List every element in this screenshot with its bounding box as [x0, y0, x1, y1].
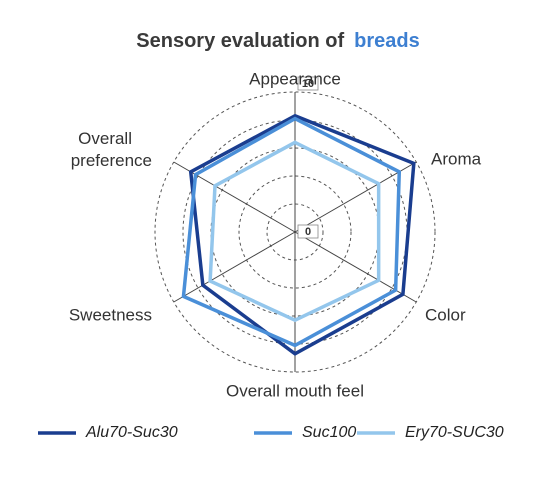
axis-label: Aroma	[431, 149, 482, 168]
series-polygon	[188, 113, 416, 356]
legend: Alu70-Suc30 Suc100 Ery70-SUC30	[38, 424, 504, 441]
chart-title: Sensory evaluation of breads	[136, 30, 419, 52]
axis-label: Appearance	[249, 69, 341, 88]
series-polygon	[208, 140, 381, 323]
legend-label: Alu70-Suc30	[85, 424, 178, 441]
spoke	[294, 161, 417, 233]
axis-label: Overall mouth feel	[226, 381, 364, 400]
series-polygon	[181, 116, 402, 348]
r-tick-label: 0	[305, 226, 311, 238]
axis-label: Sweetness	[69, 305, 152, 324]
title-highlight: breads	[354, 30, 420, 52]
legend-label: Ery70-SUC30	[405, 424, 504, 441]
spoke	[173, 231, 296, 303]
axis-label: Color	[425, 305, 466, 324]
title-main: Sensory evaluation of	[136, 30, 344, 52]
legend-label: Suc100	[302, 424, 356, 441]
axis-label: Overall preference	[71, 129, 152, 170]
tick-box	[297, 224, 319, 239]
r-tick-label: 10	[302, 78, 314, 90]
grid-circle	[154, 91, 436, 373]
grid-circle	[238, 175, 352, 289]
tick-box	[297, 76, 319, 91]
